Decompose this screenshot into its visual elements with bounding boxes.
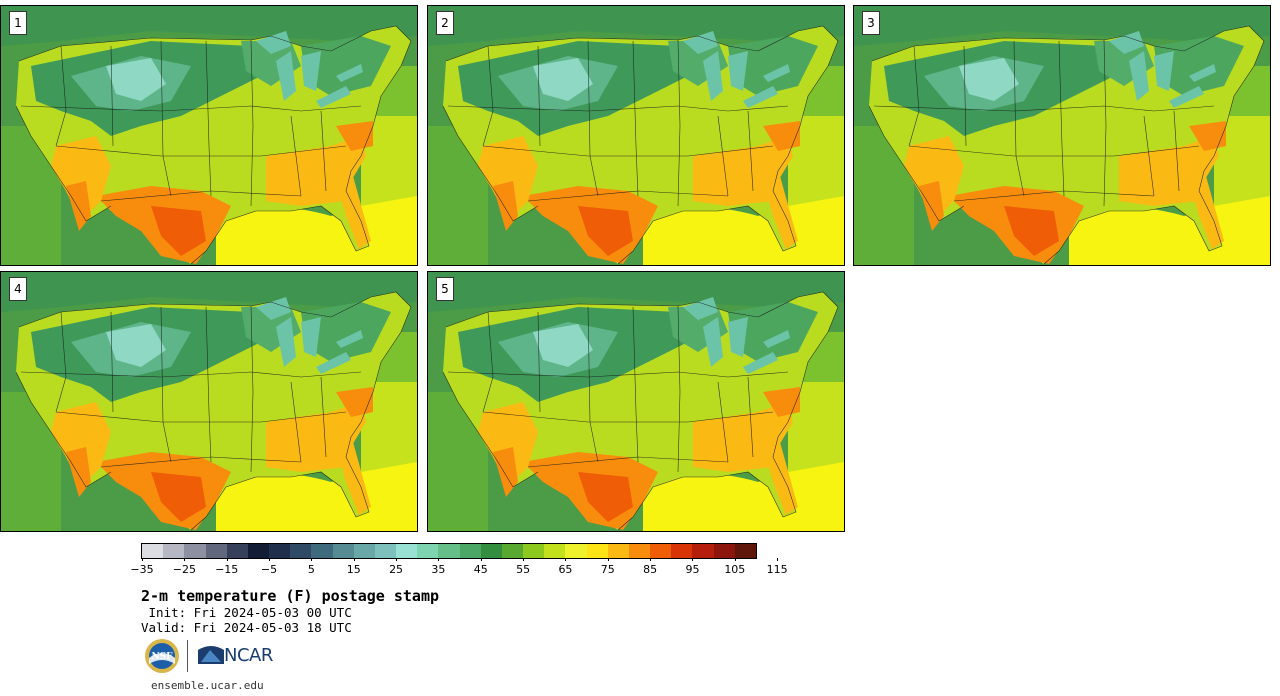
colorbar-tick	[777, 558, 779, 561]
colorbar-tick-label: −15	[215, 563, 239, 576]
ncar-mark-icon	[198, 646, 224, 664]
colorbar-swatch	[417, 544, 439, 558]
colorbar-swatch	[586, 544, 608, 558]
logo-divider	[187, 640, 188, 672]
colorbar-swatch	[205, 544, 227, 558]
colorbar-swatch	[480, 544, 502, 558]
member-number-label: 3	[862, 11, 880, 35]
ncar-logo-text: NCAR	[224, 645, 273, 666]
colorbar-tick-label: −35	[130, 563, 154, 576]
colorbar-swatch	[713, 544, 735, 558]
ensemble-member-map-5: 5	[427, 271, 845, 532]
colorbar-swatch	[353, 544, 375, 558]
colorbar-tick-label: 5	[307, 563, 315, 576]
ensemble-member-map-1: 1	[0, 5, 418, 266]
colorbar-swatch	[438, 544, 460, 558]
colorbar-tick	[523, 558, 525, 561]
ensemble-member-map-2: 2	[427, 5, 845, 266]
valid-time: Valid: Fri 2024-05-03 18 UTC	[141, 620, 352, 635]
colorbar-swatch	[628, 544, 651, 558]
colorbar-swatch	[650, 544, 672, 558]
website-url: ensemble.ucar.edu	[151, 679, 264, 692]
colorbar-swatch	[142, 544, 164, 558]
colorbar-tick	[650, 558, 652, 561]
colorbar-tick-label: 95	[685, 563, 700, 576]
colorbar-tick-label: −25	[172, 563, 196, 576]
colorbar-tick	[311, 558, 313, 561]
colorbar-swatch	[671, 544, 693, 558]
colorbar-tick-label: 55	[516, 563, 531, 576]
colorbar-swatch	[163, 544, 185, 558]
colorbar-tick-label: 35	[431, 563, 446, 576]
colorbar-tick	[480, 558, 482, 561]
member-number-label: 1	[9, 11, 27, 35]
colorbar-tick	[226, 558, 228, 561]
colorbar-swatch	[565, 544, 587, 558]
colorbar-swatch	[269, 544, 291, 558]
figure-title: 2-m temperature (F) postage stamp	[141, 587, 440, 605]
colorbar-swatch	[692, 544, 714, 558]
colorbar-tick-label: 15	[346, 563, 361, 576]
colorbar-swatch	[311, 544, 333, 558]
colorbar-swatch	[290, 544, 312, 558]
colorbar-tick-label: −5	[260, 563, 278, 576]
ensemble-member-map-4: 4	[0, 271, 418, 532]
colorbar-tick-label: 85	[643, 563, 658, 576]
colorbar-tick-labels: −35 −25 −15 −5 5 15 25 35 45 55 65 75 85 95 105 115	[130, 558, 788, 578]
colorbar-tick	[692, 558, 694, 561]
ensemble-member-map-3: 3	[853, 5, 1271, 266]
colorbar-tick-label: 25	[389, 563, 404, 576]
init-time: Init: Fri 2024-05-03 00 UTC	[141, 605, 352, 620]
temperature-map	[428, 6, 844, 265]
colorbar-tick	[269, 558, 271, 561]
temperature-map	[428, 272, 844, 531]
colorbar-swatch	[544, 544, 566, 558]
colorbar-swatch	[226, 544, 248, 558]
colorbar-tick-label: 105	[724, 563, 746, 576]
colorbar-tick-label: 75	[600, 563, 615, 576]
member-number-label: 5	[436, 277, 454, 301]
member-number-label: 2	[436, 11, 454, 35]
colorbar-tick-label: 45	[473, 563, 488, 576]
colorbar-swatch	[184, 544, 206, 558]
colorbar-swatch	[734, 544, 756, 558]
colorbar-tick	[565, 558, 567, 561]
colorbar-swatch	[374, 544, 397, 558]
colorbar-tick	[353, 558, 355, 561]
temperature-colorbar	[141, 543, 757, 559]
colorbar-tick	[142, 558, 143, 561]
colorbar-tick	[184, 558, 186, 561]
colorbar-tick-label: 115	[766, 563, 788, 576]
colorbar-tick	[734, 558, 736, 561]
colorbar-tick	[607, 558, 609, 561]
colorbar-swatch	[459, 544, 481, 558]
colorbar-swatch	[332, 544, 354, 558]
colorbar-tick	[438, 558, 440, 561]
colorbar-swatch	[607, 544, 629, 558]
temperature-map	[1, 6, 417, 265]
colorbar-tick-label: 65	[558, 563, 573, 576]
nsf-logo-text: NSF	[151, 652, 173, 662]
colorbar-swatch	[501, 544, 524, 558]
colorbar-swatch	[247, 544, 270, 558]
temperature-map	[854, 6, 1270, 265]
colorbar-swatch	[523, 544, 545, 558]
temperature-map	[1, 272, 417, 531]
colorbar-swatch	[396, 544, 418, 558]
member-number-label: 4	[9, 277, 27, 301]
nsf-logo-icon: NSF	[145, 639, 179, 673]
colorbar-tick	[396, 558, 398, 561]
